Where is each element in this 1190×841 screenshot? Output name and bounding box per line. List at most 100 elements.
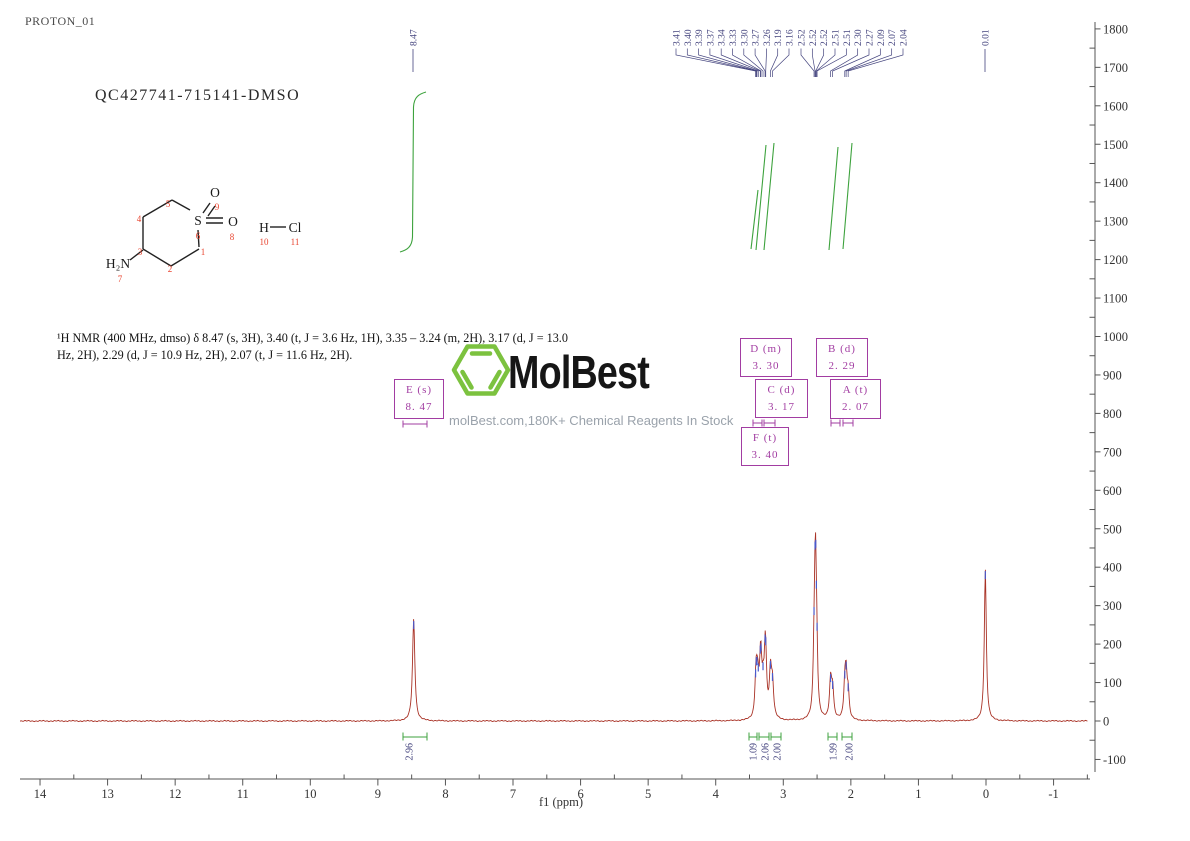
peak-pick-connector bbox=[675, 48, 756, 77]
y-tick-label: 1200 bbox=[1103, 253, 1128, 267]
x-tick-label: 11 bbox=[237, 787, 249, 801]
y-tick-label: 800 bbox=[1103, 407, 1122, 421]
citation-line2: Hz, 2H), 2.29 (d, J = 10.9 Hz, 2H), 2.07… bbox=[57, 347, 353, 362]
peak-pick-connector bbox=[698, 48, 758, 77]
peak-pick-connector bbox=[743, 48, 764, 77]
peak-pick-label: 3.26 bbox=[763, 29, 773, 46]
y-tick-label: 500 bbox=[1103, 522, 1122, 536]
structure-atom-label: H bbox=[259, 220, 269, 235]
structure-atom-number: 10 bbox=[260, 237, 270, 247]
x-axis-title: f1 (ppm) bbox=[538, 795, 584, 809]
spectrum-path bbox=[20, 532, 1088, 723]
y-tick-label: 400 bbox=[1103, 561, 1122, 575]
structure-atom-number: 2 bbox=[168, 264, 173, 274]
x-tick-label: 3 bbox=[780, 787, 786, 801]
peak-pick-connector bbox=[732, 48, 762, 77]
y-tick-label: 1800 bbox=[1103, 22, 1128, 36]
peak-pick-connector bbox=[754, 48, 766, 77]
x-tick-label: 12 bbox=[169, 787, 182, 801]
x-tick-label: 8 bbox=[442, 787, 448, 801]
peak-pick-label: 8.47 bbox=[410, 29, 420, 46]
y-tick-label: -100 bbox=[1103, 753, 1126, 767]
structure-atom-number: 7 bbox=[118, 274, 123, 284]
structure-bond bbox=[197, 229, 200, 248]
peak-pick-label: 3.27 bbox=[752, 29, 762, 46]
structure-atom-number: 3 bbox=[138, 247, 143, 257]
peak-pick-label: 2.52 bbox=[798, 29, 808, 46]
structure-atom-number: 5 bbox=[166, 199, 171, 209]
y-tick-label: 1000 bbox=[1103, 330, 1128, 344]
x-tick-label: 10 bbox=[304, 787, 317, 801]
peak-pick-label: 3.16 bbox=[786, 29, 796, 46]
structure-atom-label: O bbox=[210, 185, 220, 200]
x-tick-label: 2 bbox=[848, 787, 854, 801]
structure-bond bbox=[202, 202, 211, 214]
x-tick-label: 14 bbox=[34, 787, 47, 801]
peak-pick-label: 3.39 bbox=[695, 29, 705, 46]
y-tick-label: 1100 bbox=[1103, 292, 1128, 306]
peak-pick-label: 2.04 bbox=[900, 29, 910, 46]
structure-bond bbox=[207, 205, 216, 217]
integral-curve bbox=[828, 146, 839, 251]
peak-pick-label: 3.34 bbox=[718, 29, 728, 46]
y-tick-label: 1400 bbox=[1103, 176, 1128, 190]
integral-curve bbox=[842, 142, 853, 250]
peak-pick-label: 2.07 bbox=[888, 29, 898, 46]
x-tick-label: 5 bbox=[645, 787, 651, 801]
structure-bond bbox=[129, 249, 144, 261]
peak-pick-label: 2.30 bbox=[854, 29, 864, 46]
structure-atom-number: 11 bbox=[291, 237, 300, 247]
x-tick-label: 0 bbox=[983, 787, 989, 801]
y-tick-label: 200 bbox=[1103, 638, 1122, 652]
peak-pick-connector bbox=[800, 48, 815, 77]
watermark-tagline: molBest.com,180K+ Chemical Reagents In S… bbox=[449, 413, 734, 428]
structure-atom-number: 9 bbox=[215, 202, 220, 212]
y-tick-label: 1300 bbox=[1103, 215, 1128, 229]
structure-atom-label: S bbox=[194, 213, 202, 228]
structure-atom-label: H₂N bbox=[106, 256, 130, 271]
integral-curve bbox=[399, 91, 427, 253]
peak-pick-label: 2.52 bbox=[809, 29, 819, 46]
integral-value: 1.09 bbox=[749, 743, 760, 761]
x-tick-label: 1 bbox=[915, 787, 921, 801]
peak-pick-connector bbox=[772, 48, 790, 77]
structure-atom-number: 1 bbox=[201, 247, 206, 257]
peak-pick-connector bbox=[816, 48, 836, 77]
structure-bond bbox=[171, 199, 191, 211]
peak-pick-connector bbox=[765, 48, 767, 77]
peak-pick-connector bbox=[830, 48, 859, 77]
structure-atom-number: 8 bbox=[230, 232, 235, 242]
peak-pick-label: 3.19 bbox=[774, 29, 784, 46]
peak-pick-label: 2.09 bbox=[877, 29, 887, 46]
citation-line1: ¹H NMR (400 MHz, dmso) δ 8.47 (s, 3H), 3… bbox=[57, 331, 568, 345]
integral-curve bbox=[750, 189, 759, 250]
peak-pick-label: 3.41 bbox=[673, 29, 683, 46]
integral-value: 1.99 bbox=[829, 743, 840, 761]
peak-pick-connector bbox=[816, 48, 847, 77]
sample-title: QC427741-715141-DMSO bbox=[95, 87, 301, 104]
integral-value: 2.00 bbox=[845, 743, 856, 761]
peak-pick-connector bbox=[709, 48, 759, 77]
integral-value: 2.96 bbox=[405, 743, 416, 761]
structure-atom-label: O bbox=[228, 214, 238, 229]
peak-pick-label: 3.40 bbox=[684, 29, 694, 46]
integral-curve bbox=[755, 144, 767, 251]
structure-atom-number: 4 bbox=[137, 214, 142, 224]
peak-pick-label: 3.33 bbox=[729, 29, 739, 46]
x-tick-label: 9 bbox=[375, 787, 381, 801]
peak-pick-label: 3.30 bbox=[740, 29, 750, 46]
peak-pick-connector bbox=[845, 48, 893, 77]
integral-value: 2.00 bbox=[773, 743, 784, 761]
peak-pick-connector bbox=[770, 48, 779, 77]
peak-pick-connector bbox=[844, 48, 881, 77]
y-tick-label: 900 bbox=[1103, 368, 1122, 382]
y-tick-label: 1500 bbox=[1103, 138, 1128, 152]
peak-pick-label: 2.51 bbox=[843, 29, 853, 46]
y-tick-label: 1700 bbox=[1103, 61, 1128, 75]
peak-pick-connector bbox=[832, 48, 870, 77]
peak-pick-label: 3.37 bbox=[706, 29, 716, 46]
x-tick-label: 6 bbox=[577, 787, 583, 801]
peak-pick-connector bbox=[720, 48, 761, 77]
y-tick-label: 300 bbox=[1103, 599, 1122, 613]
